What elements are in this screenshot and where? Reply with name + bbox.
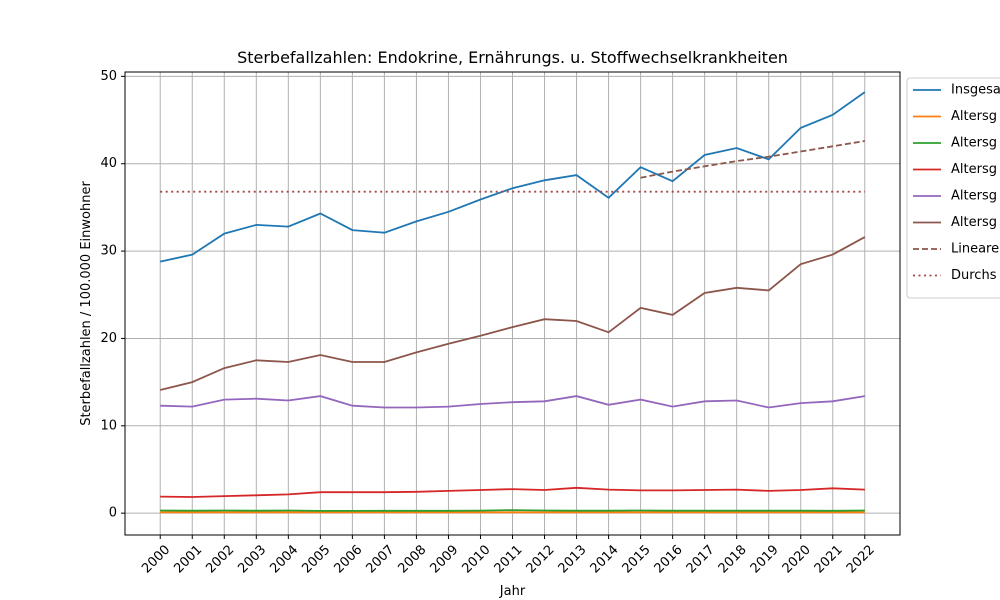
series-line-3 [160,509,865,512]
chart-title: Sterbefallzahlen: Endokrine, Ernährungs.… [237,48,788,67]
x-tick-label: 2018 [716,542,750,576]
y-tick-label: 30 [100,244,117,259]
x-tick-label: 2017 [684,542,718,576]
y-tick-label: 40 [100,156,117,171]
x-tick-label: 2016 [652,542,686,576]
x-tick-label: 2022 [844,542,878,576]
y-tick-label: 10 [100,418,117,433]
x-tick-label: 2003 [235,542,269,576]
legend-label: Altersg [951,189,997,204]
x-tick-label: 2010 [460,542,494,576]
legend: Insgesa Altersg Altersg Altersg Altersg Alter… [906,77,1000,299]
x-axis: 2000200120022003200420052006200720082009… [139,535,878,576]
x-tick-label: 2021 [812,542,846,576]
x-tick-label: 2006 [331,542,365,576]
x-tick-label: 2007 [363,542,397,576]
x-tick-label: 2000 [139,542,173,576]
grid [125,72,900,535]
legend-label: Altersg [951,109,997,124]
x-tick-label: 2011 [492,542,526,576]
series-line-7 [640,140,865,179]
x-tick-label: 2014 [588,542,622,576]
x-tick-label: 2015 [620,542,654,576]
y-tick-label: 0 [109,506,117,521]
y-axis-label: Sterbefallzahlen / 100.000 Einwohner [79,181,94,426]
x-tick-label: 2002 [203,542,237,576]
x-tick-label: 2019 [748,542,782,576]
legend-label: Altersg [951,215,997,230]
x-tick-label: 2012 [524,542,558,576]
series-line-6 [159,236,866,391]
legend-label: Altersg [951,162,997,177]
series-line-5 [160,395,865,409]
x-tick-label: 2020 [780,542,814,576]
x-tick-label: 2013 [556,542,590,576]
x-axis-label: Jahr [499,584,526,599]
series-line-4 [160,486,865,498]
legend-label: Lineare [951,242,999,257]
y-tick-label: 50 [100,69,117,84]
x-tick-label: 2009 [427,542,461,576]
legend-label: Insgesa [951,83,1000,98]
x-tick-label: 2004 [267,542,301,576]
series-line-1 [160,91,866,263]
x-tick-label: 2001 [171,542,205,576]
x-tick-label: 2005 [299,542,333,576]
legend-label: Altersg [951,136,997,151]
y-tick-label: 20 [100,331,117,346]
x-tick-label: 2008 [395,542,429,576]
y-axis: 0 10 20 30 40 50 [100,69,125,521]
legend-box [906,77,1000,299]
legend-label: Durchs [951,268,997,283]
series-lines [159,91,866,514]
